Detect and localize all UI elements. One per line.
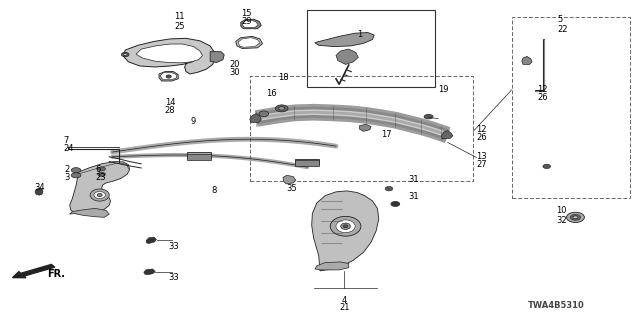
Bar	[307, 10, 435, 87]
Text: 20: 20	[229, 60, 240, 69]
Polygon shape	[238, 38, 260, 47]
Ellipse shape	[543, 164, 550, 169]
Text: 31: 31	[408, 175, 419, 184]
Ellipse shape	[98, 167, 106, 171]
Ellipse shape	[71, 173, 81, 178]
Text: 7: 7	[63, 136, 68, 145]
Ellipse shape	[340, 223, 350, 229]
Polygon shape	[241, 19, 261, 29]
Polygon shape	[236, 36, 262, 49]
Polygon shape	[70, 208, 109, 217]
Text: 31: 31	[408, 192, 419, 201]
Text: 6: 6	[95, 165, 100, 174]
Text: 14: 14	[164, 98, 175, 107]
FancyBboxPatch shape	[186, 154, 211, 160]
Text: 26: 26	[476, 133, 487, 142]
FancyArrow shape	[12, 264, 54, 278]
Polygon shape	[312, 191, 379, 271]
Ellipse shape	[124, 53, 127, 56]
Text: 35: 35	[286, 184, 297, 193]
Polygon shape	[136, 44, 202, 63]
Ellipse shape	[343, 225, 348, 228]
Text: 9: 9	[190, 117, 196, 126]
Text: 17: 17	[381, 130, 391, 139]
Ellipse shape	[573, 216, 578, 219]
Text: 25: 25	[174, 22, 185, 31]
Ellipse shape	[97, 194, 102, 197]
Ellipse shape	[35, 189, 43, 195]
Ellipse shape	[90, 189, 109, 201]
Ellipse shape	[275, 105, 288, 112]
Ellipse shape	[391, 201, 400, 206]
Text: 34: 34	[35, 183, 45, 192]
Text: 28: 28	[164, 106, 175, 115]
Text: 2: 2	[65, 165, 70, 174]
Polygon shape	[210, 52, 224, 62]
Text: 26: 26	[537, 93, 548, 102]
Polygon shape	[147, 237, 157, 244]
Text: 12: 12	[537, 85, 548, 94]
Text: 10: 10	[556, 206, 567, 215]
Polygon shape	[144, 269, 156, 275]
Ellipse shape	[259, 111, 269, 117]
Ellipse shape	[570, 214, 580, 220]
Ellipse shape	[122, 52, 129, 57]
Text: FR.: FR.	[47, 269, 65, 279]
Ellipse shape	[166, 75, 172, 78]
Polygon shape	[159, 71, 178, 81]
Polygon shape	[242, 20, 258, 28]
Text: 13: 13	[476, 152, 487, 161]
Text: 33: 33	[168, 242, 179, 251]
FancyBboxPatch shape	[186, 152, 211, 158]
FancyBboxPatch shape	[295, 160, 319, 166]
Text: 27: 27	[476, 160, 487, 169]
Text: 18: 18	[278, 73, 289, 82]
Bar	[511, 17, 630, 198]
Polygon shape	[336, 49, 358, 64]
Ellipse shape	[94, 192, 106, 198]
Polygon shape	[283, 175, 296, 184]
Text: 19: 19	[438, 85, 449, 94]
Ellipse shape	[424, 115, 433, 119]
Text: 3: 3	[65, 173, 70, 182]
Text: 12: 12	[476, 125, 487, 134]
Polygon shape	[250, 114, 261, 123]
Text: 30: 30	[229, 68, 240, 77]
Text: 4: 4	[342, 296, 347, 305]
Polygon shape	[315, 33, 374, 47]
Ellipse shape	[71, 168, 81, 173]
Polygon shape	[442, 131, 453, 139]
Polygon shape	[70, 162, 130, 214]
Polygon shape	[522, 56, 532, 64]
Text: 1: 1	[357, 30, 362, 39]
Text: 16: 16	[266, 89, 276, 98]
Text: 24: 24	[63, 144, 74, 153]
Text: 8: 8	[211, 186, 217, 195]
Polygon shape	[124, 38, 215, 74]
Text: 33: 33	[168, 273, 179, 282]
Polygon shape	[315, 262, 349, 270]
Ellipse shape	[330, 216, 361, 236]
Polygon shape	[161, 73, 176, 80]
Text: 23: 23	[95, 173, 106, 182]
Ellipse shape	[336, 220, 355, 233]
Text: 15: 15	[241, 9, 252, 18]
Text: 5: 5	[557, 15, 563, 24]
Ellipse shape	[98, 172, 106, 176]
Text: 21: 21	[339, 303, 349, 312]
Polygon shape	[360, 124, 371, 131]
FancyBboxPatch shape	[295, 159, 319, 164]
Text: TWA4B5310: TWA4B5310	[528, 301, 585, 310]
Ellipse shape	[566, 212, 584, 222]
Ellipse shape	[278, 107, 285, 110]
Text: 29: 29	[241, 17, 252, 26]
Text: 32: 32	[556, 216, 567, 225]
Bar	[250, 76, 473, 181]
Text: 11: 11	[174, 12, 185, 21]
Ellipse shape	[385, 187, 393, 191]
Text: 22: 22	[557, 25, 568, 34]
